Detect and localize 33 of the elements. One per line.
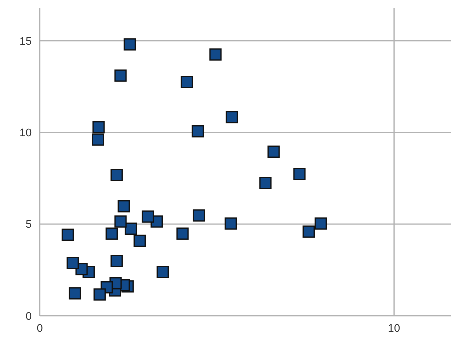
point — [192, 210, 206, 222]
point — [94, 288, 106, 301]
point — [192, 125, 204, 138]
y-tick-label: 15 — [20, 36, 32, 48]
point — [134, 234, 146, 248]
point — [62, 228, 74, 242]
point — [176, 228, 189, 240]
y-tick-label: 0 — [26, 310, 32, 323]
y-tick-label: 10 — [20, 128, 32, 140]
point — [106, 228, 118, 240]
y-tick-label: 5 — [26, 219, 32, 232]
point — [92, 121, 105, 134]
point — [68, 288, 82, 300]
point — [268, 146, 280, 158]
point — [224, 218, 238, 230]
point — [302, 226, 316, 238]
point — [260, 177, 272, 190]
point — [294, 168, 306, 180]
point — [314, 218, 328, 230]
point — [92, 134, 104, 146]
point — [124, 222, 138, 236]
point — [114, 216, 127, 228]
point — [118, 200, 130, 213]
point — [110, 169, 123, 182]
point — [210, 48, 222, 61]
point — [142, 210, 154, 223]
point — [180, 76, 194, 88]
point — [110, 255, 123, 268]
point — [156, 266, 170, 278]
point — [66, 257, 80, 270]
point — [124, 38, 136, 51]
point — [114, 70, 127, 82]
point — [226, 111, 238, 124]
